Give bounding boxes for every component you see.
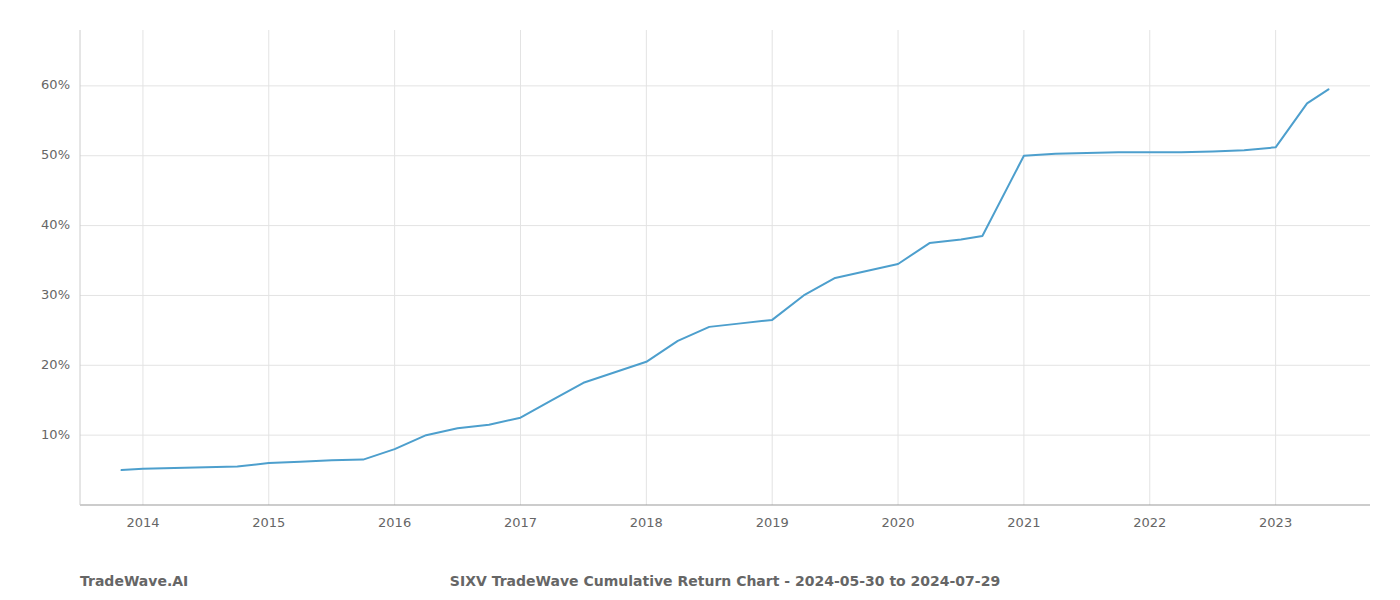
x-tick-label: 2020 — [882, 515, 915, 530]
y-grid-line — [80, 85, 1370, 86]
plot-area — [122, 89, 1329, 470]
x-grid-line — [142, 30, 143, 505]
y-tick-label: 60% — [41, 77, 70, 92]
x-axis-line — [80, 505, 1370, 506]
x-grid-line — [898, 30, 899, 505]
title: SIXV TradeWave Cumulative Return Chart -… — [450, 573, 1000, 589]
chart: 10% 20% 30% 40% 50% 60% 2014 2015 2016 2017 2018 20… — [0, 0, 1400, 600]
x-grid-line — [394, 30, 395, 505]
x-tick-label: 2016 — [378, 515, 411, 530]
y-tick-label: 30% — [41, 287, 70, 302]
x-tick-label: 2022 — [1133, 515, 1166, 530]
y-tick-label: 40% — [41, 217, 70, 232]
x-tick-label: 2014 — [126, 515, 159, 530]
x-grid-line — [1149, 30, 1150, 505]
y-grid-line — [80, 435, 1370, 436]
y-grid-line — [80, 365, 1370, 366]
axes: 10% 20% 30% 40% 50% 60% 2014 2015 2016 2017 2018 20… — [41, 30, 1370, 530]
x-tick-label: 2017 — [504, 515, 537, 530]
grid — [80, 30, 1370, 505]
x-tick-label: 2019 — [756, 515, 789, 530]
y-axis-line — [80, 30, 81, 505]
return-line — [122, 89, 1329, 470]
y-tick-label: 10% — [41, 427, 70, 442]
x-grid-line — [1023, 30, 1024, 505]
x-grid-line — [268, 30, 269, 505]
x-tick-label: 2023 — [1259, 515, 1292, 530]
brand-label: TradeWave.AI — [80, 573, 188, 589]
x-grid-line — [772, 30, 773, 505]
y-tick-label: 50% — [41, 147, 70, 162]
y-grid-line — [80, 295, 1370, 296]
y-grid-line — [80, 225, 1370, 226]
x-grid-line — [1275, 30, 1276, 505]
x-tick-label: 2018 — [630, 515, 663, 530]
x-grid-line — [646, 30, 647, 505]
y-tick-label: 20% — [41, 357, 70, 372]
x-tick-label: 2015 — [252, 515, 285, 530]
y-grid-line — [80, 155, 1370, 156]
x-tick-label: 2021 — [1007, 515, 1040, 530]
x-grid-line — [520, 30, 521, 505]
